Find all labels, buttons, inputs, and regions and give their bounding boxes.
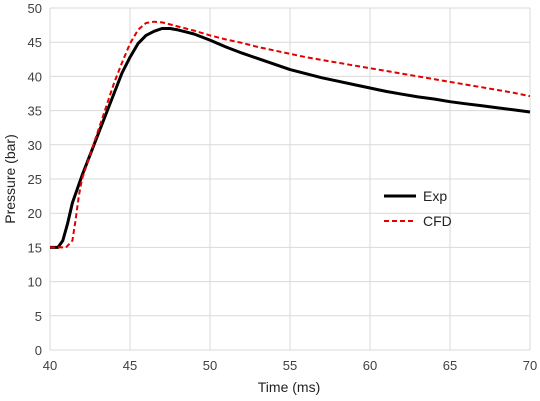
y-tick-label: 5	[35, 309, 42, 324]
series-line-exp	[50, 27, 531, 249]
y-tick-label: 40	[28, 69, 42, 84]
y-tick-label: 10	[28, 275, 42, 290]
y-tick-label: 0	[35, 343, 42, 358]
y-axis-ticks: 0 5 10 15 20 25 30 35 40 45 50	[28, 1, 42, 358]
x-axis-title: Time (ms)	[258, 379, 320, 395]
y-tick-label: 25	[28, 172, 42, 187]
y-tick-label: 20	[28, 206, 42, 221]
legend-label-exp: Exp	[423, 188, 447, 204]
x-tick-label: 55	[283, 358, 297, 373]
legend-label-cfd: CFD	[423, 213, 452, 229]
x-axis-ticks: 40 45 50 55 60 65 70	[43, 358, 537, 373]
x-tick-label: 60	[363, 358, 377, 373]
grid-lines	[49, 7, 531, 351]
y-tick-label: 30	[28, 138, 42, 153]
x-tick-label: 65	[443, 358, 457, 373]
legend: Exp CFD	[384, 188, 452, 229]
y-tick-label: 50	[28, 1, 42, 16]
x-tick-label: 50	[203, 358, 217, 373]
y-tick-label: 35	[28, 104, 42, 119]
x-tick-label: 45	[123, 358, 137, 373]
y-tick-label: 45	[28, 35, 42, 50]
data-series	[50, 20, 531, 249]
y-tick-label: 15	[28, 240, 42, 255]
x-tick-label: 70	[523, 358, 537, 373]
y-axis-title: Pressure (bar)	[2, 134, 18, 223]
x-tick-label: 40	[43, 358, 57, 373]
series-line-cfd	[50, 20, 531, 249]
